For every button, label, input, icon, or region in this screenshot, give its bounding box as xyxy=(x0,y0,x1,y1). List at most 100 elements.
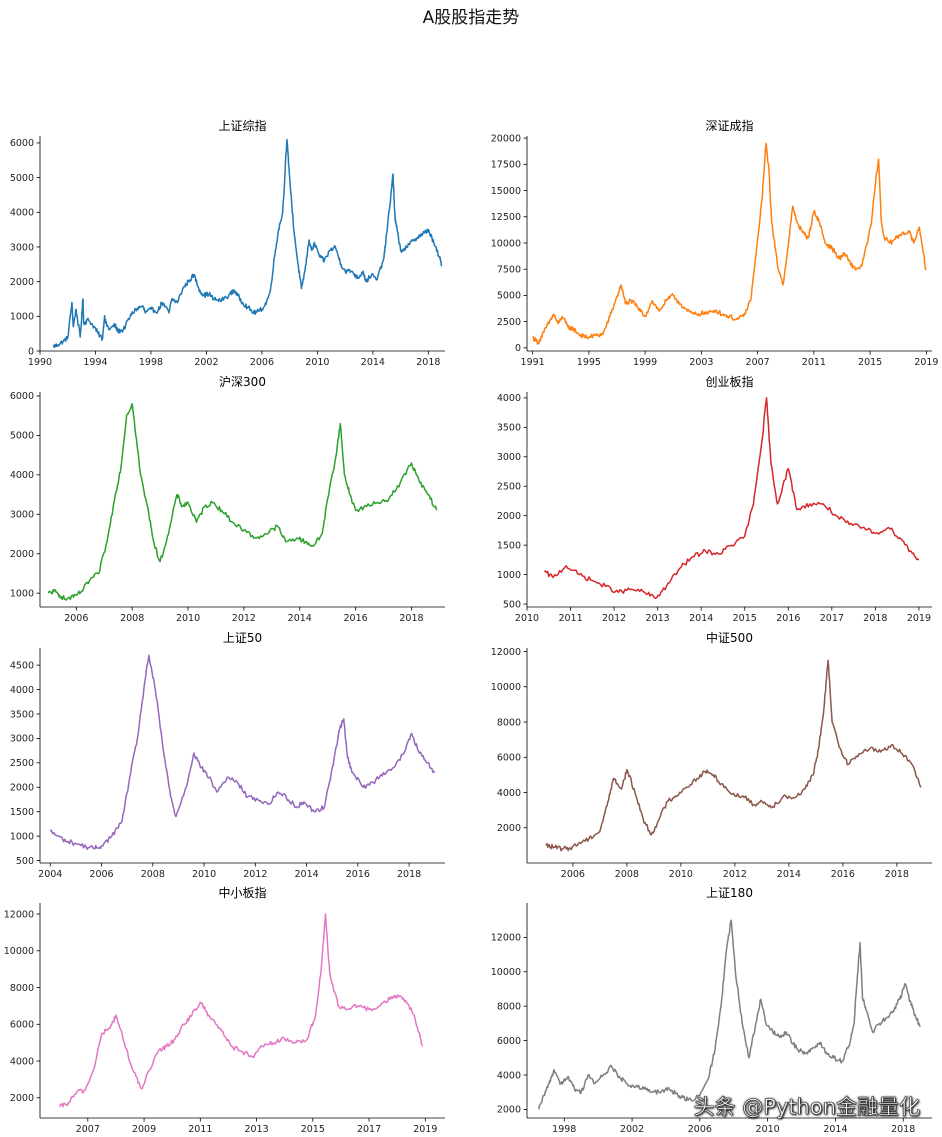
figure-title: A股股指走势 xyxy=(422,8,520,28)
x-tick-label: 2006 xyxy=(89,869,113,880)
x-tick-label: 2012 xyxy=(723,869,747,880)
x-tick-label: 1998 xyxy=(139,357,163,368)
x-tick-label: 1994 xyxy=(83,357,107,368)
y-tick-label: 6000 xyxy=(10,1020,34,1031)
y-tick-label: 3000 xyxy=(10,242,34,253)
y-tick-label: 2000 xyxy=(497,1105,521,1116)
y-tick-label: 10000 xyxy=(491,238,521,249)
subplot-title: 上证180 xyxy=(706,886,753,900)
y-tick-label: 4000 xyxy=(10,470,34,481)
y-tick-label: 8000 xyxy=(497,1002,521,1013)
y-tick-label: 4500 xyxy=(10,660,34,671)
y-tick-label: 1000 xyxy=(497,570,521,581)
x-tick-label: 2003 xyxy=(689,357,713,368)
y-tick-label: 1000 xyxy=(10,588,34,599)
y-tick-label: 1500 xyxy=(497,540,521,551)
x-tick-label: 2014 xyxy=(777,869,801,880)
subplot-title: 中小板指 xyxy=(218,885,266,900)
y-tick-label: 2000 xyxy=(10,549,34,560)
x-tick-label: 1999 xyxy=(633,357,657,368)
series-line xyxy=(47,403,438,601)
y-tick-label: 20000 xyxy=(491,133,521,144)
series-line xyxy=(543,397,920,599)
x-tick-label: 2019 xyxy=(907,613,931,624)
x-tick-label: 2008 xyxy=(141,869,165,880)
x-tick-label: 2014 xyxy=(823,1124,847,1135)
subplot-4: 创业板指 500 1000 1500 2000 2500 3000 3500 4000 2010 2… xyxy=(497,374,932,624)
x-tick-label: 2013 xyxy=(646,613,670,624)
y-tick-label: 2500 xyxy=(497,482,521,493)
y-tick-label: 8000 xyxy=(497,717,521,728)
subplot-2: 深证成指 0 2500 5000 7500 10000 12500 15000 17500 200… xyxy=(491,118,939,368)
x-tick-label: 2010 xyxy=(192,869,216,880)
x-tick-label: 1995 xyxy=(577,357,601,368)
x-tick-label: 2016 xyxy=(776,613,800,624)
x-tick-label: 2018 xyxy=(891,1124,915,1135)
x-tick-label: 2018 xyxy=(416,357,440,368)
y-tick-label: 8000 xyxy=(10,983,34,994)
y-tick-label: 3000 xyxy=(10,734,34,745)
series-line xyxy=(538,919,921,1110)
y-tick-label: 5000 xyxy=(497,291,521,302)
y-tick-label: 12000 xyxy=(4,909,34,920)
y-tick-label: 2000 xyxy=(10,1093,34,1104)
x-tick-label: 2017 xyxy=(820,613,844,624)
x-tick-label: 2011 xyxy=(802,357,826,368)
x-tick-label: 2006 xyxy=(688,1124,712,1135)
x-tick-label: 2008 xyxy=(615,869,639,880)
x-tick-label: 2016 xyxy=(344,613,368,624)
y-tick-label: 1500 xyxy=(10,807,34,818)
x-tick-label: 2018 xyxy=(397,869,421,880)
subplot-6: 中证500 2000 4000 6000 8000 10000 12000 2006 2008 2… xyxy=(491,630,932,880)
y-tick-label: 5000 xyxy=(10,173,34,184)
y-tick-label: 4000 xyxy=(10,1056,34,1067)
x-tick-label: 2017 xyxy=(357,1124,381,1135)
x-tick-label: 2002 xyxy=(194,357,218,368)
y-tick-label: 12000 xyxy=(491,933,521,944)
series-line xyxy=(532,142,927,345)
subplot-title: 中证500 xyxy=(706,630,753,645)
y-tick-label: 500 xyxy=(503,599,521,610)
x-tick-label: 2010 xyxy=(515,613,539,624)
x-tick-label: 2012 xyxy=(243,869,267,880)
x-tick-label: 2010 xyxy=(176,613,200,624)
y-tick-label: 10000 xyxy=(491,967,521,978)
x-tick-label: 2009 xyxy=(132,1124,156,1135)
y-tick-label: 4000 xyxy=(497,788,521,799)
x-tick-label: 2018 xyxy=(863,613,887,624)
x-tick-label: 2019 xyxy=(413,1124,437,1135)
x-tick-label: 2014 xyxy=(294,869,318,880)
x-tick-label: 2016 xyxy=(831,869,855,880)
subplot-5: 上证50 500 1000 1500 2000 2500 3000 3500 4000 4500 2… xyxy=(10,631,445,880)
x-tick-label: 2018 xyxy=(885,869,909,880)
y-tick-label: 2000 xyxy=(497,823,521,834)
x-tick-label: 2015 xyxy=(733,613,757,624)
y-tick-label: 4000 xyxy=(10,208,34,219)
series-line xyxy=(52,138,443,349)
x-tick-label: 2015 xyxy=(301,1124,325,1135)
y-tick-label: 12000 xyxy=(491,647,521,658)
y-tick-label: 12500 xyxy=(491,212,521,223)
x-tick-label: 2014 xyxy=(288,613,312,624)
x-tick-label: 1990 xyxy=(28,357,52,368)
x-tick-label: 2016 xyxy=(346,869,370,880)
y-tick-label: 1000 xyxy=(10,312,34,323)
subplot-title: 上证综指 xyxy=(218,118,266,133)
x-tick-label: 2008 xyxy=(120,613,144,624)
y-tick-label: 4000 xyxy=(10,685,34,696)
x-tick-label: 2019 xyxy=(914,357,938,368)
y-tick-label: 15000 xyxy=(491,186,521,197)
y-tick-label: 10000 xyxy=(491,682,521,693)
y-tick-label: 6000 xyxy=(10,391,34,402)
y-tick-label: 4000 xyxy=(497,393,521,404)
x-tick-label: 2006 xyxy=(64,613,88,624)
y-tick-label: 2000 xyxy=(497,511,521,522)
subplot-8: 上证180 2000 4000 6000 8000 10000 12000 1998 2002 2… xyxy=(491,886,932,1135)
subplot-title: 深证成指 xyxy=(705,118,753,133)
x-tick-label: 2010 xyxy=(305,357,329,368)
y-tick-label: 3500 xyxy=(497,423,521,434)
y-tick-label: 0 xyxy=(515,343,521,354)
x-tick-label: 2002 xyxy=(620,1124,644,1135)
x-tick-label: 2007 xyxy=(746,357,770,368)
